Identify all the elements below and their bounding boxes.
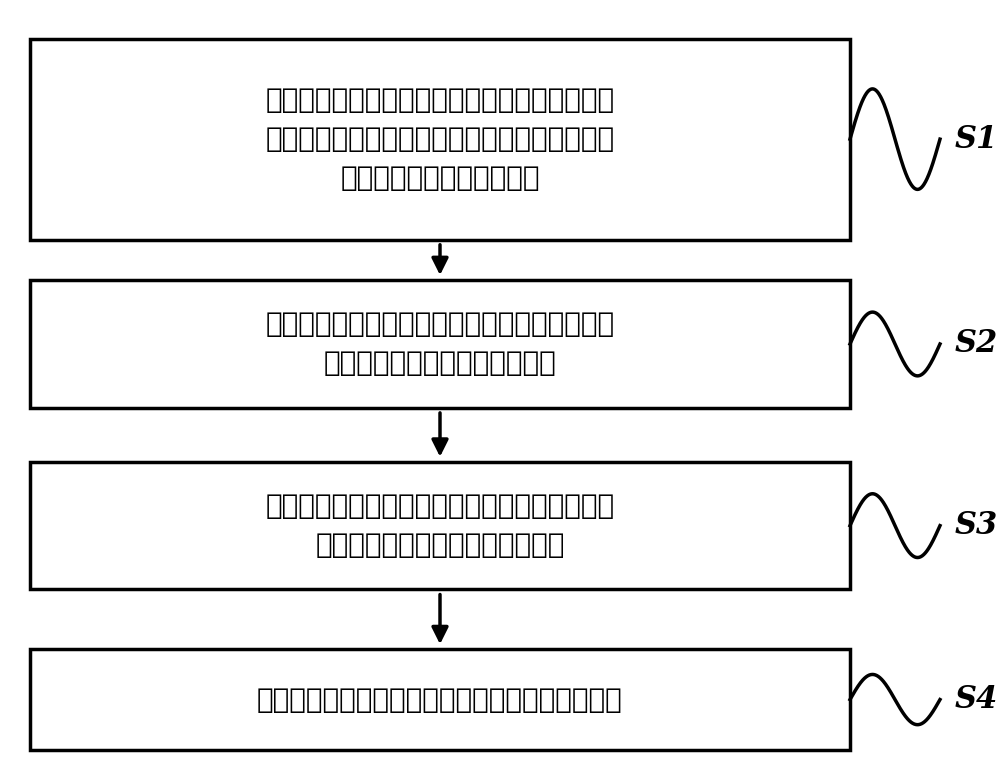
Text: S2: S2 — [955, 329, 998, 359]
Text: S4: S4 — [955, 684, 998, 715]
Text: S3: S3 — [955, 510, 998, 541]
Text: 各空气舵根据对应的最终实物舵偏角指令进行偏转: 各空气舵根据对应的最终实物舵偏角指令进行偏转 — [257, 686, 623, 713]
Text: 根据飞行器的当前姿态角以及各空气舵的安装方
位，生成各空气舵的实物舵偏角: 根据飞行器的当前姿态角以及各空气舵的安装方 位，生成各空气舵的实物舵偏角 — [265, 311, 615, 377]
Text: 根据各空气舵的预置舵偏角以及实物舵偏角，生
成各空气舵的最终实物舵偏角指令: 根据各空气舵的预置舵偏角以及实物舵偏角，生 成各空气舵的最终实物舵偏角指令 — [265, 492, 615, 559]
Bar — [30, 280, 850, 408]
Bar — [30, 462, 850, 589]
Text: S1: S1 — [955, 124, 998, 155]
Bar — [30, 649, 850, 750]
Text: 当飞行器的实际飞行速度超过预设飞行速度时，
根据实际飞行速度与预设飞行速度的偏差，生成
对应各空气舵的预置舵偏角: 当飞行器的实际飞行速度超过预设飞行速度时， 根据实际飞行速度与预设飞行速度的偏差… — [265, 86, 615, 192]
Bar — [30, 39, 850, 240]
